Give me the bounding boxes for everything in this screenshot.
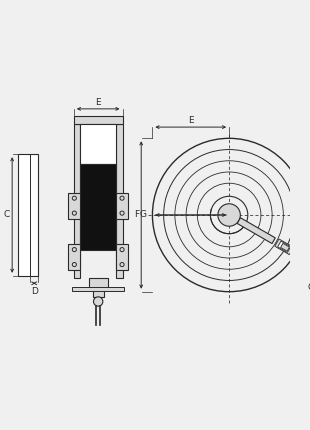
Circle shape bbox=[94, 297, 103, 306]
Text: C: C bbox=[4, 211, 10, 219]
Polygon shape bbox=[237, 218, 275, 243]
Bar bbox=[68, 193, 80, 219]
Polygon shape bbox=[281, 243, 290, 251]
Bar bbox=[72, 288, 124, 291]
Bar bbox=[116, 193, 128, 219]
Bar bbox=[18, 154, 38, 276]
Text: G: G bbox=[140, 211, 147, 219]
Polygon shape bbox=[278, 241, 291, 252]
Bar bbox=[116, 124, 122, 278]
Bar bbox=[80, 124, 116, 164]
Text: D: D bbox=[31, 287, 38, 296]
Bar bbox=[89, 278, 108, 289]
Bar bbox=[74, 124, 80, 278]
Text: E: E bbox=[95, 98, 101, 107]
Circle shape bbox=[218, 204, 240, 226]
Bar bbox=[74, 117, 122, 124]
Bar bbox=[116, 244, 128, 270]
Text: F: F bbox=[134, 211, 139, 219]
Text: E: E bbox=[188, 116, 193, 125]
Bar bbox=[68, 244, 80, 270]
Bar bbox=[93, 289, 104, 297]
Text: C: C bbox=[308, 283, 310, 292]
Polygon shape bbox=[275, 239, 294, 255]
Bar bbox=[80, 164, 116, 250]
